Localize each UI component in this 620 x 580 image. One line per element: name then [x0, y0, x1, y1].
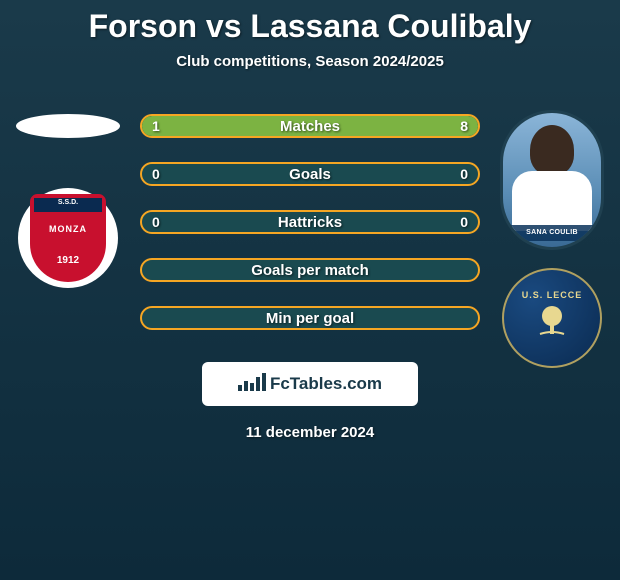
monza-top-text: S.S.D. — [34, 198, 102, 212]
stat-value-left: 1 — [152, 118, 160, 134]
stat-value-left: 0 — [152, 214, 160, 230]
page-title: Forson vs Lassana Coulibaly — [0, 8, 620, 45]
page-subtitle: Club competitions, Season 2024/2025 — [0, 53, 620, 70]
lecce-tree-icon — [532, 302, 572, 347]
player-right-column: SANA COULIB U.S. LECCE — [492, 110, 612, 368]
stat-label: Min per goal — [266, 310, 354, 327]
player-left-photo — [16, 114, 120, 138]
player-right-caption: SANA COULIB — [503, 225, 601, 241]
stat-row-min-per-goal: Min per goal — [140, 306, 480, 330]
stat-row-goals-per-match: Goals per match — [140, 258, 480, 282]
stat-label: Hattricks — [278, 214, 342, 231]
club-badge-right: U.S. LECCE — [502, 268, 602, 368]
stat-value-right: 0 — [460, 214, 468, 230]
monza-year-text: 1912 — [57, 255, 79, 266]
stat-label: Goals per match — [251, 262, 369, 279]
stat-row-goals: 0 Goals 0 — [140, 162, 480, 186]
stat-value-left: 0 — [152, 166, 160, 182]
stat-label: Matches — [280, 118, 340, 135]
stat-value-right: 0 — [460, 166, 468, 182]
comparison-area: S.S.D. MONZA 1912 SANA COULIB U.S. LECCE — [0, 110, 620, 330]
stats-bars: 1 Matches 8 0 Goals 0 0 Hattricks 0 Goal… — [140, 110, 480, 330]
player-left-column: S.S.D. MONZA 1912 — [8, 110, 128, 288]
date-text: 11 december 2024 — [0, 424, 620, 441]
monza-shield: S.S.D. MONZA 1912 — [30, 194, 106, 282]
brand-badge[interactable]: FcTables.com — [202, 362, 418, 406]
club-badge-left: S.S.D. MONZA 1912 — [18, 188, 118, 288]
stat-label: Goals — [289, 166, 331, 183]
stat-value-right: 8 — [460, 118, 468, 134]
player-right-photo: SANA COULIB — [500, 110, 604, 250]
stat-fill-left — [142, 116, 179, 136]
bar-chart-icon — [238, 373, 266, 396]
stat-row-matches: 1 Matches 8 — [140, 114, 480, 138]
stat-row-hattricks: 0 Hattricks 0 — [140, 210, 480, 234]
header: Forson vs Lassana Coulibaly Club competi… — [0, 0, 620, 70]
tree-icon — [532, 302, 572, 342]
brand-text: FcTables.com — [270, 374, 382, 394]
lecce-name-text: U.S. LECCE — [522, 290, 583, 300]
monza-name-text: MONZA — [49, 224, 87, 234]
